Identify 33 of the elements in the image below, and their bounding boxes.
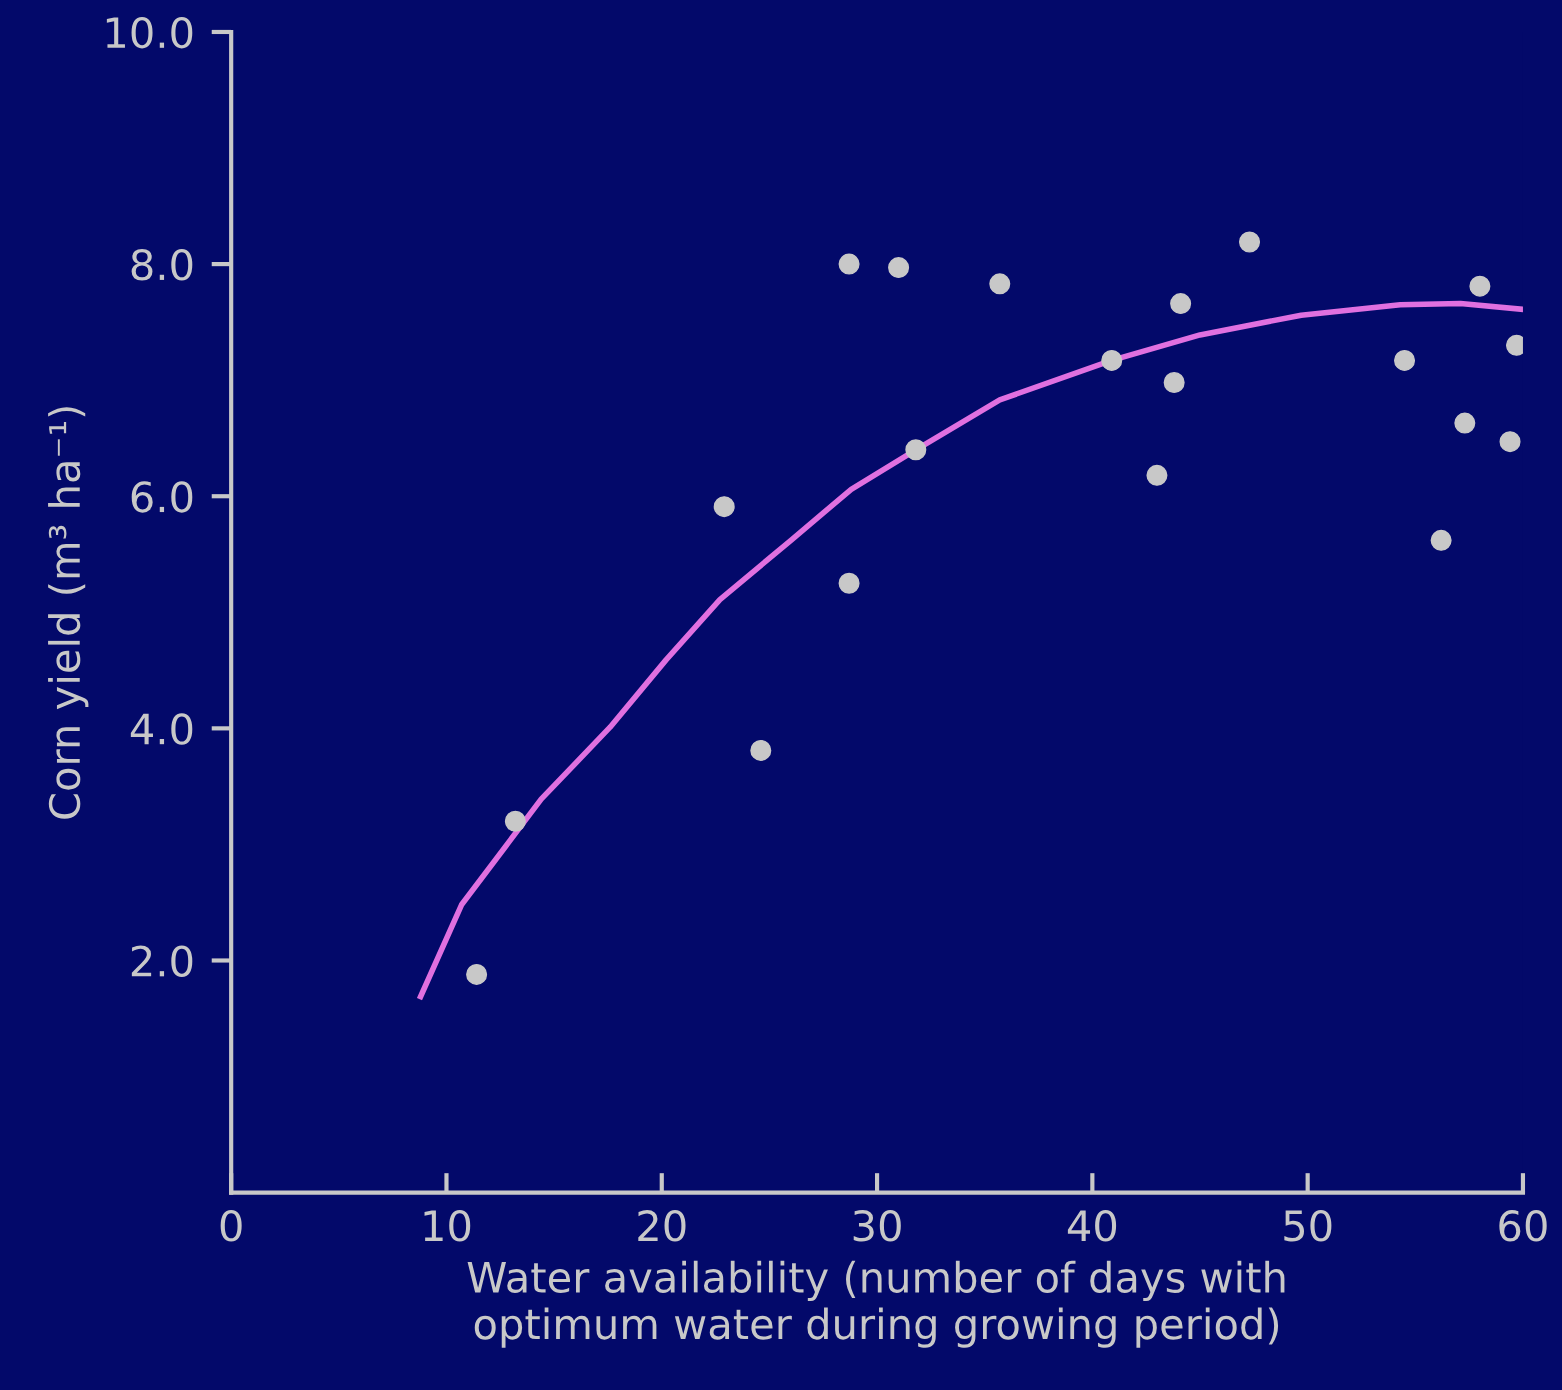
point [466, 963, 488, 985]
point [1101, 349, 1123, 371]
point [713, 496, 735, 518]
x-tick-label: 50 [1284, 1210, 1332, 1242]
point [1394, 349, 1416, 371]
x-tick-label: 10 [424, 1210, 471, 1242]
point [838, 572, 860, 594]
y-tick-label: 8.0 [131, 249, 193, 281]
x-axis-title: Water availability (number of days with optimum water during growing period) [467, 1260, 1285, 1348]
point [1170, 293, 1192, 315]
point [750, 739, 772, 761]
x-tick-label: 60 [1499, 1210, 1547, 1242]
point [1146, 464, 1168, 486]
point [989, 273, 1011, 295]
point [504, 810, 526, 832]
x-tick-label: 20 [638, 1210, 686, 1242]
point [1499, 431, 1521, 453]
point [888, 257, 910, 279]
y-tick-label: 2.0 [131, 945, 193, 977]
point [1469, 275, 1491, 297]
point [838, 253, 860, 275]
point [1163, 371, 1185, 394]
point [905, 439, 927, 461]
x-tick-label: 30 [853, 1210, 901, 1242]
x-tick-label: 0 [220, 1210, 242, 1242]
point [1430, 529, 1452, 551]
point [1454, 412, 1476, 434]
point [1239, 231, 1261, 253]
y-tick-label: 6.0 [131, 481, 193, 513]
y-tick-label: 4.0 [130, 713, 193, 745]
x-tick-label: 40 [1067, 1210, 1117, 1242]
y-tick-label: 10.0 [106, 16, 193, 49]
y-axis-title: Corn yield (m³ ha⁻¹) [48, 407, 89, 819]
